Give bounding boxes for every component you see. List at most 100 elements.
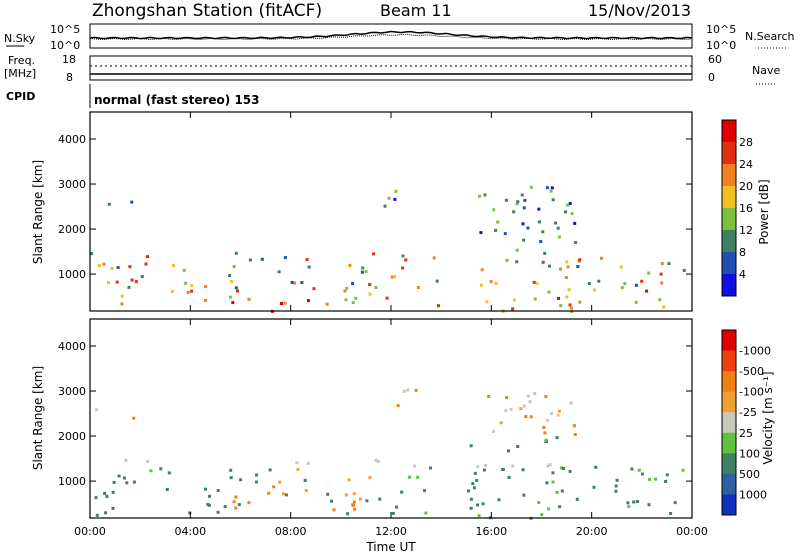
range-gate-cell: [539, 240, 543, 243]
colorbar-swatch: [722, 120, 736, 143]
range-gate-cell: [494, 228, 498, 232]
range-gate-cell: [247, 297, 251, 301]
range-gate-cell: [520, 193, 524, 197]
range-gate-cell: [344, 493, 348, 497]
range-gate-cell: [529, 415, 533, 419]
range-gate-cell: [107, 202, 111, 206]
range-gate-cell: [347, 478, 351, 482]
range-gate-cell: [304, 489, 308, 493]
range-gate-cell: [437, 304, 440, 308]
range-gate-cell: [485, 300, 489, 304]
range-gate-cell: [682, 268, 686, 272]
range-gate-cell: [573, 433, 577, 436]
range-gate-cell: [555, 436, 559, 440]
colorbar-swatch: [722, 432, 736, 454]
range-gate-cell: [660, 281, 664, 285]
colorbar-swatch: [722, 473, 736, 495]
range-gate-cell: [146, 459, 150, 463]
range-gate-cell: [293, 281, 296, 285]
colorbar-swatch: [722, 330, 736, 352]
cpid-label: CPID: [6, 90, 35, 103]
y-tick-label: 2000: [58, 223, 86, 236]
range-gate-cell: [170, 289, 174, 293]
velocity-scan-data: [94, 388, 685, 520]
range-gate-cell: [492, 208, 496, 212]
noise-tick-left-top: 10^5: [50, 23, 80, 36]
range-gate-cell: [190, 284, 194, 288]
range-gate-cell: [489, 280, 493, 284]
range-gate-cell: [306, 461, 310, 465]
range-gate-cell: [667, 262, 671, 266]
range-gate-cell: [533, 392, 537, 395]
power-colorbar-label: Power [dB]: [757, 179, 771, 244]
range-gate-cell: [348, 263, 352, 267]
range-gate-cell: [515, 248, 519, 252]
range-gate-cell: [110, 267, 114, 270]
range-gate-cell: [573, 221, 577, 225]
range-gate-cell: [469, 497, 473, 501]
range-gate-cell: [90, 252, 93, 256]
range-gate-cell: [560, 466, 564, 470]
range-gate-cell: [480, 268, 484, 272]
velocity-panel-frame: [89, 318, 693, 519]
range-gate-cell: [395, 505, 399, 509]
range-gate-cell: [117, 474, 121, 478]
colorbar-tick-label: -25: [739, 406, 757, 419]
y-tick-label: 3000: [58, 385, 86, 398]
beam-label: Beam 11: [380, 1, 452, 20]
range-gate-cell: [564, 276, 568, 279]
range-gate-cell: [234, 495, 238, 499]
range-gate-cell: [283, 301, 287, 305]
range-gate-cell: [482, 468, 486, 472]
date-label: 15/Nov/2013: [588, 1, 691, 20]
range-gate-cell: [503, 232, 507, 236]
range-gate-cell: [332, 508, 336, 512]
freq-label-line1: Freq.: [8, 54, 35, 67]
velocity-colorbar-label: Velocity [m s⁻¹]: [761, 371, 775, 464]
range-gate-cell: [401, 254, 405, 258]
x-tick-label: 08:00: [275, 525, 307, 538]
range-gate-cell: [681, 468, 685, 472]
nsky-label: N.Sky: [4, 32, 36, 45]
range-gate-cell: [565, 295, 569, 299]
range-gate-cell: [543, 431, 547, 435]
range-gate-cell: [416, 286, 420, 289]
colorbar-swatch: [722, 371, 736, 393]
range-gate-cell: [522, 404, 526, 408]
range-gate-cell: [188, 511, 192, 515]
range-gate-cell: [231, 301, 235, 305]
range-gate-cell: [528, 400, 532, 404]
freq-label-line2: [MHz]: [4, 67, 36, 80]
freq-tick-bottom: 8: [66, 71, 73, 84]
range-gate-cell: [330, 499, 333, 503]
range-gate-cell: [307, 265, 311, 269]
x-tick-label: 00:00: [676, 525, 708, 538]
range-gate-cell: [404, 258, 408, 262]
range-gate-cell: [435, 279, 439, 283]
y-tick-label: 1000: [58, 475, 86, 488]
range-gate-cell: [516, 200, 520, 204]
range-gate-cell: [511, 307, 515, 311]
range-gate-cell: [127, 285, 131, 289]
range-gate-cell: [390, 275, 394, 279]
range-gate-cell: [614, 489, 618, 493]
range-gate-cell: [619, 265, 623, 269]
range-gate-cell: [673, 501, 677, 505]
range-gate-cell: [507, 449, 510, 453]
range-gate-cell: [515, 260, 519, 264]
range-gate-cell: [543, 251, 547, 255]
range-gate-cell: [654, 477, 658, 481]
range-gate-cell: [368, 476, 372, 480]
colorbar-frame: [721, 119, 737, 297]
range-gate-cell: [669, 512, 673, 515]
range-gate-cell: [469, 506, 473, 510]
range-gate-cell: [615, 478, 619, 482]
range-gate-cell: [368, 292, 372, 296]
range-gate-cell: [477, 514, 481, 518]
range-gate-cell: [402, 389, 406, 393]
range-gate-cell: [393, 197, 397, 201]
x-tick-label: 04:00: [174, 525, 206, 538]
colorbar-tick-label: 28: [739, 136, 753, 149]
range-gate-cell: [645, 289, 649, 293]
range-gate-cell: [296, 467, 300, 471]
